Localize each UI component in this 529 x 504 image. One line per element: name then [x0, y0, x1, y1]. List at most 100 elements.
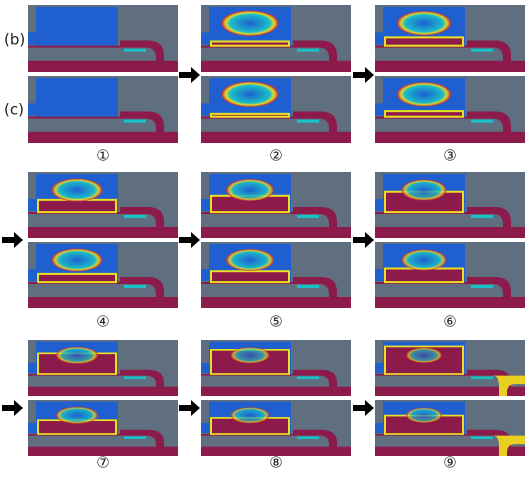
jet	[124, 49, 146, 52]
floor	[375, 132, 525, 143]
jet	[124, 120, 146, 123]
inlet	[28, 103, 36, 115]
inlet	[28, 199, 36, 211]
vortex	[52, 249, 103, 272]
inlet	[375, 103, 383, 115]
fluid-front	[385, 269, 463, 283]
simulation-image	[201, 76, 351, 143]
simulation-image	[28, 172, 178, 238]
floor	[28, 132, 178, 143]
simulation-image	[201, 172, 351, 238]
vortex	[231, 407, 270, 423]
floor	[28, 227, 178, 238]
separator	[375, 396, 525, 400]
simulation-image	[375, 400, 525, 456]
step-label: ①	[96, 147, 109, 165]
arrow	[2, 232, 23, 248]
separator	[201, 72, 351, 76]
step-label: ⑤	[269, 313, 282, 331]
simulation-image	[375, 172, 525, 238]
inlet	[28, 423, 36, 433]
floor	[375, 227, 525, 238]
separator	[375, 238, 525, 242]
floor	[201, 387, 351, 396]
simulation-image	[375, 242, 525, 308]
vortex	[222, 82, 279, 107]
inlet	[375, 269, 383, 281]
jet	[471, 120, 493, 123]
arrow	[2, 400, 23, 416]
inlet	[375, 199, 383, 211]
vortex	[406, 408, 442, 423]
simulation-image	[201, 340, 351, 396]
jet	[297, 120, 319, 123]
separator	[375, 72, 525, 76]
floor	[28, 297, 178, 308]
fluid-front	[385, 37, 463, 45]
jet	[297, 49, 319, 52]
inlet	[28, 269, 36, 281]
arrow	[179, 232, 200, 248]
tank	[36, 7, 118, 46]
separator	[201, 396, 351, 400]
vortex	[56, 407, 98, 424]
inlet	[201, 199, 209, 211]
separator	[28, 72, 178, 76]
simulation-image	[28, 76, 178, 143]
simulation-image	[375, 76, 525, 143]
simulation-image	[375, 340, 525, 396]
jet	[297, 285, 319, 288]
jet	[124, 376, 146, 379]
vortex	[226, 179, 274, 201]
floor	[201, 227, 351, 238]
inlet	[375, 32, 383, 44]
vortex	[52, 179, 103, 202]
inlet	[201, 269, 209, 281]
inlet	[28, 32, 36, 44]
vortex	[226, 249, 274, 271]
vortex	[402, 250, 447, 271]
fluid-front	[211, 114, 289, 117]
jet	[471, 49, 493, 52]
floor	[375, 61, 525, 72]
step-label: ③	[443, 147, 456, 165]
fluid-front	[38, 274, 116, 282]
simulation-image	[28, 400, 178, 456]
fluid-front	[211, 271, 289, 282]
inlet	[201, 363, 209, 373]
floor	[201, 297, 351, 308]
step-label: ⑦	[96, 454, 109, 472]
arrow	[353, 67, 374, 83]
jet	[471, 436, 493, 439]
jet	[297, 436, 319, 439]
fluid-front	[385, 111, 463, 117]
jet	[124, 436, 146, 439]
simulation-image	[201, 242, 351, 308]
arrow	[353, 232, 374, 248]
separator	[201, 238, 351, 242]
jet	[297, 215, 319, 218]
vortex	[406, 348, 442, 363]
row-label-c: (c)	[4, 101, 24, 119]
inlet	[201, 32, 209, 44]
jet	[297, 376, 319, 379]
simulation-image	[375, 5, 525, 72]
simulation-image	[201, 400, 351, 456]
simulation-image	[28, 340, 178, 396]
step-label: ⑧	[269, 454, 282, 472]
step-label: ⑥	[443, 313, 456, 331]
step-label: ②	[269, 147, 282, 165]
inlet	[375, 363, 383, 373]
separator	[28, 396, 178, 400]
floor	[201, 61, 351, 72]
figure: (b) (c) ①②③④⑤⑥⑦⑧⑨	[0, 0, 529, 500]
row-label-b: (b)	[4, 31, 25, 49]
jet	[124, 285, 146, 288]
simulation-image	[28, 5, 178, 72]
jet	[471, 215, 493, 218]
jet	[124, 215, 146, 218]
fluid-front	[211, 41, 289, 45]
floor	[28, 61, 178, 72]
vortex	[397, 82, 451, 106]
jet	[471, 376, 493, 379]
